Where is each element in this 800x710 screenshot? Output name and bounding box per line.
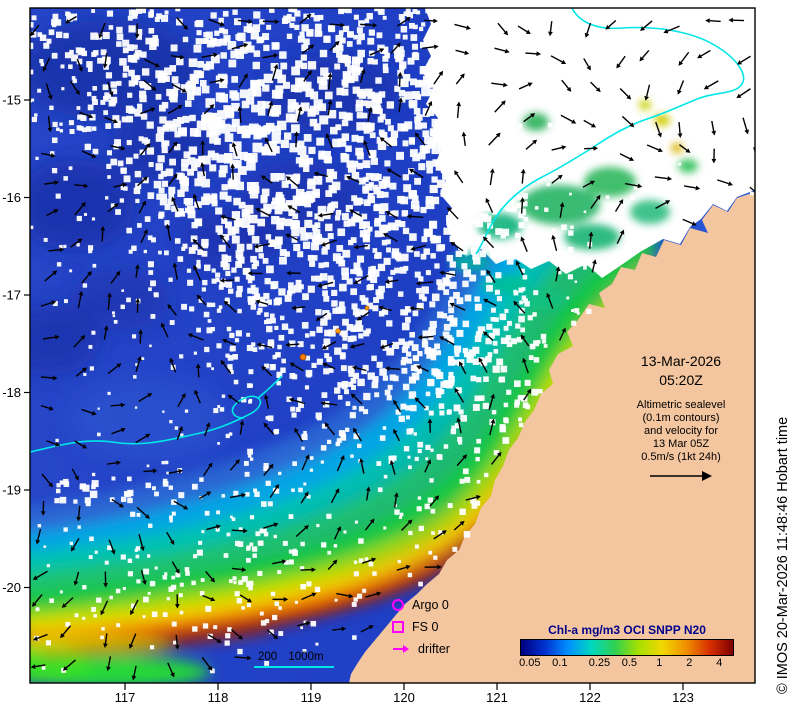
y-axis: -15 -16 -17 -18 -19 -20 — [2, 93, 30, 595]
colorbar-tick-label: 0.05 — [519, 657, 541, 669]
colorbar-tick-label: 4 — [716, 657, 723, 669]
colorbar-tick-label: 0.5 — [621, 657, 638, 669]
colorbar-tick-label: 2 — [686, 657, 693, 669]
scale-1000-label: 1000m — [288, 651, 324, 663]
altimetric-note-line: 0.5m/s (1kt 24h) — [641, 451, 721, 463]
y-tick-label: -17 — [2, 288, 21, 303]
y-tick-label: -18 — [2, 385, 21, 400]
timestamp-block: 13-Mar-2026 05:20Z — [616, 352, 746, 390]
x-tick-label: 122 — [579, 690, 601, 705]
legend-row-argo: Argo 0 — [392, 598, 512, 612]
x-tick-label: 117 — [115, 690, 136, 705]
sealevel-contours — [30, 8, 745, 453]
y-tick-label: -16 — [2, 190, 21, 205]
colorbar-tick-label: 1 — [656, 657, 663, 669]
fs-label: FS 0 — [412, 620, 439, 634]
colorbar-title: Chl-a mg/m3 OCI SNPP N20 — [548, 623, 706, 637]
altimetric-note-line: and velocity for — [644, 425, 718, 437]
colorbar-ticks: 0.05 0.1 0.25 0.5 1 2 4 — [519, 657, 734, 670]
bloom-patches — [450, 100, 698, 310]
x-tick-label: 120 — [393, 690, 415, 705]
fs-square-icon — [392, 621, 404, 633]
x-tick-label: 119 — [301, 690, 322, 705]
altimetric-note-line: (0.1m contours) — [642, 412, 720, 424]
drifter-label: drifter — [418, 642, 450, 656]
colorbar-gradient — [520, 639, 734, 656]
date-label: 13-Mar-2026 — [640, 353, 722, 369]
copyright-text: © IMOS 20-Mar-2026 11:48:46 Hobart time — [775, 416, 791, 694]
argo-label: Argo 0 — [412, 598, 449, 612]
altimetric-note-line: Altimetric sealevel — [636, 399, 726, 411]
float-markers — [299, 305, 370, 361]
y-tick-label: -15 — [2, 93, 21, 108]
time-label: 05:20Z — [659, 372, 703, 388]
colorbar-tick-label: 0.25 — [588, 657, 611, 669]
legend-row-fs: FS 0 — [392, 620, 512, 634]
drifter-arrow-icon — [393, 645, 409, 653]
argo-circle-icon — [392, 599, 404, 611]
marker-legend: Argo 0 FS 0 drifter — [392, 598, 512, 664]
y-tick-label: -19 — [2, 483, 21, 498]
altimetric-note-line: 13 Mar 05Z — [652, 438, 710, 450]
x-tick-label: 123 — [672, 690, 694, 705]
depth-contour-scale: 200 1000m — [254, 651, 368, 668]
x-axis: 117 118 119 120 121 122 123 — [115, 683, 694, 705]
legend-row-drifter: drifter — [392, 642, 512, 656]
scale-200-label: 200 — [258, 651, 278, 663]
altimetric-note: Altimetric sealevel (0.1m contours) and … — [610, 399, 752, 464]
plot-frame — [29, 7, 756, 684]
annotation-velocity-arrow — [650, 471, 712, 481]
colorbar-tick-label: 0.1 — [552, 657, 568, 669]
y-tick-label: -20 — [2, 580, 21, 595]
colorbar: Chl-a mg/m3 OCI SNPP N20 0.05 0.1 0.25 0.5 1… — [519, 623, 734, 670]
land-australia — [349, 192, 755, 683]
depth-contour-line — [254, 666, 334, 668]
x-tick-label: 121 — [486, 690, 508, 705]
x-tick-label: 118 — [208, 690, 229, 705]
